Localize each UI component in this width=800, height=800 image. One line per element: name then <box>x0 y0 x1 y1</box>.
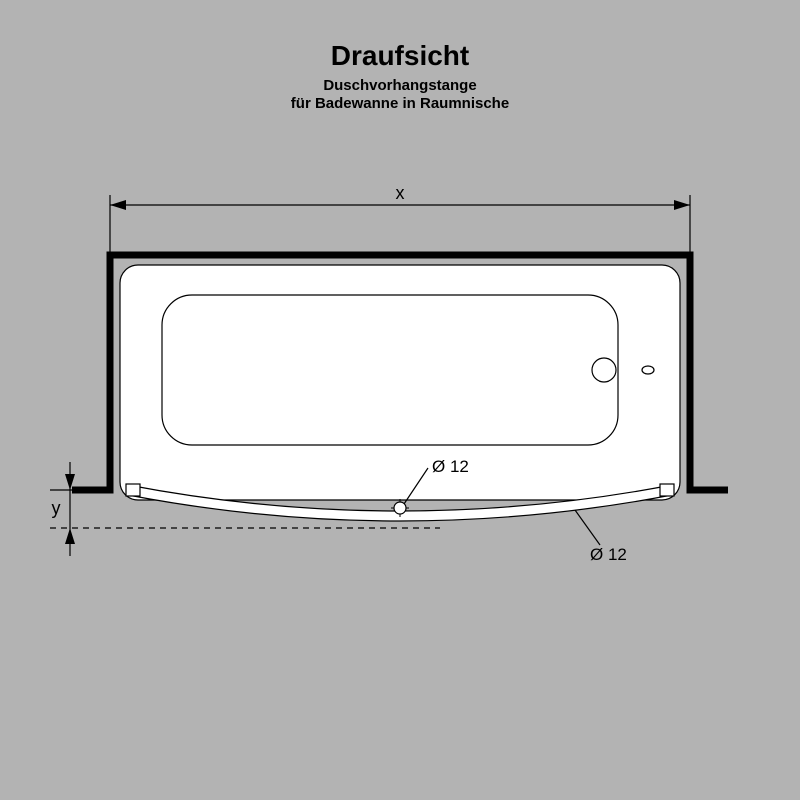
bathtub <box>120 265 680 500</box>
bathtub-outer-rim <box>120 265 680 500</box>
dimension-y-label: y <box>52 498 61 518</box>
callout-ceiling-support-label: Ø 12 <box>432 457 469 476</box>
dimension-x-label: x <box>396 183 405 203</box>
title-sub-line2: für Badewanne in Raumnische <box>291 95 509 112</box>
callout-rod-label: Ø 12 <box>590 545 627 564</box>
title-main: Draufsicht <box>331 40 469 71</box>
rod-bracket-right <box>660 484 674 496</box>
title-sub-line1: Duschvorhangstange <box>323 77 476 94</box>
rod-bracket-left <box>126 484 140 496</box>
